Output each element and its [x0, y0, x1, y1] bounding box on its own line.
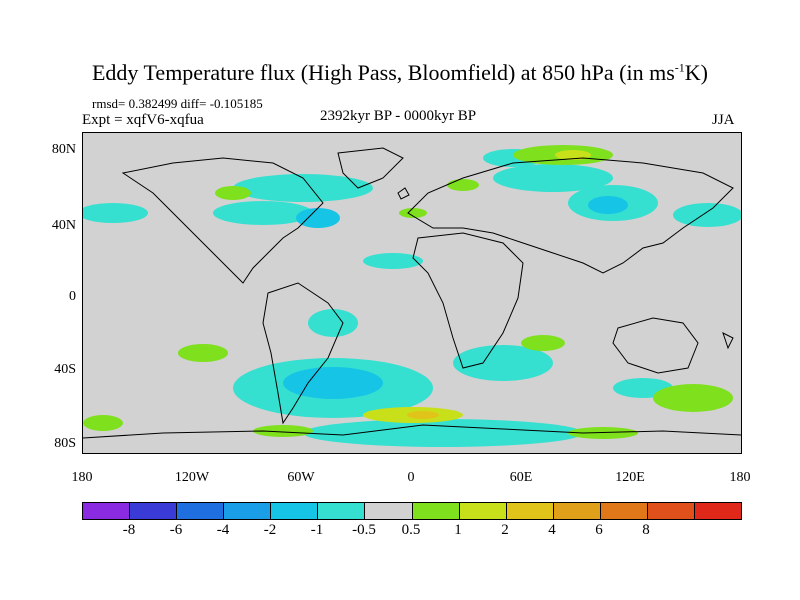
- coastlines: [83, 147, 741, 439]
- experiment-label: Expt = xqfV6-xqfua: [82, 112, 204, 128]
- colorbar-swatch: [553, 503, 601, 519]
- title-unit-end: K): [684, 60, 708, 85]
- colorbar-label: 2: [501, 522, 509, 538]
- anomaly-fields: [83, 145, 741, 447]
- lat-tick-80n: 80N: [51, 142, 76, 157]
- colorbar-label: 4: [548, 522, 556, 538]
- lon-tick-180e: 180: [729, 470, 751, 485]
- colorbar-label: 1: [454, 522, 462, 538]
- map-title: Eddy Temperature flux (High Pass, Bloomf…: [0, 60, 800, 86]
- colorbar-swatch: [318, 503, 366, 519]
- lon-tick-120e: 120E: [615, 470, 645, 485]
- colorbar-swatch: [647, 503, 696, 519]
- lon-tick-60e: 60E: [509, 470, 533, 485]
- title-superscript: -1: [674, 60, 685, 75]
- colorbar-swatch: [412, 503, 460, 519]
- colorbar-swatch: [271, 503, 319, 519]
- colorbar-label: 0.5: [401, 522, 421, 538]
- lon-tick-0: 0: [407, 470, 415, 485]
- colorbar-swatch: [506, 503, 554, 519]
- colorbar-label: 6: [595, 522, 603, 538]
- lat-tick-0: 0: [69, 289, 76, 304]
- colorbar-swatch: [224, 503, 272, 519]
- colorbar-swatch: [600, 503, 648, 519]
- colorbar-label: -8: [122, 522, 136, 538]
- colorbar-label: -1: [310, 522, 324, 538]
- lat-tick-40s: 40S: [54, 362, 76, 377]
- season-label: JJA: [712, 112, 735, 128]
- title-text: Eddy Temperature flux (High Pass, Bloomf…: [91, 60, 675, 85]
- colorbar-swatch: [130, 503, 178, 519]
- period-label: 2392kyr BP - 0000kyr BP: [320, 108, 477, 124]
- colorbar-label: -4: [216, 522, 230, 538]
- colorbar-swatch: [177, 503, 225, 519]
- colorbar-swatch: [695, 503, 742, 519]
- colorbar-label: -6: [169, 522, 183, 538]
- map-panel: [82, 132, 742, 454]
- lat-tick-80s: 80S: [54, 436, 76, 451]
- colorbar-swatch: [83, 503, 131, 519]
- colorbar-label: -0.5: [352, 522, 376, 538]
- map-svg: [83, 133, 741, 453]
- lat-tick-40n: 40N: [51, 218, 76, 233]
- colorbar-swatch: [365, 503, 413, 519]
- colorbar-swatch: [459, 503, 507, 519]
- lon-tick-180w: 180: [71, 470, 93, 485]
- colorbar-label: 8: [642, 522, 650, 538]
- lon-tick-60w: 60W: [287, 470, 315, 485]
- colorbar-label: -2: [263, 522, 277, 538]
- lon-tick-120w: 120W: [174, 470, 210, 485]
- stats-label: rmsd= 0.382499 diff= -0.105185: [92, 96, 263, 111]
- colorbar: [82, 502, 742, 520]
